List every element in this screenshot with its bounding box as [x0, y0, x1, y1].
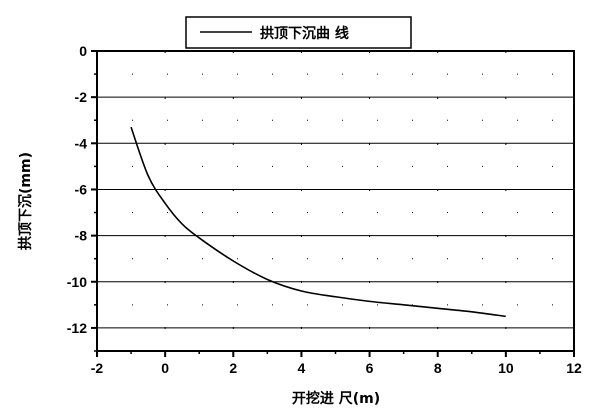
series-line-0	[130, 126, 506, 318]
x-tick-label-7: 12	[566, 360, 582, 376]
y-tick-label-5: -10	[67, 274, 87, 290]
y-tick-label-1: -2	[75, 89, 88, 105]
series-layer	[130, 126, 506, 318]
x-axis-title: 开挖进 尺(m)	[292, 390, 380, 407]
y-tick-label-0: 0	[79, 43, 87, 59]
x-tick-label-0: -2	[91, 360, 104, 376]
x-tick-label-1: 0	[161, 360, 169, 376]
y-axis-title: 拱顶下沉(mm)	[17, 152, 34, 250]
legend: 拱顶下沉曲 线	[185, 16, 412, 49]
y-tick-label-4: -8	[75, 228, 88, 244]
y-tick-label-2: -4	[75, 135, 88, 151]
x-tick-label-3: 4	[298, 360, 306, 376]
ticks-layer: -2 0 2 4 6 8 10 12 0 -2 -4 -6 -8 -10 -12	[67, 43, 582, 376]
x-tick-label-5: 8	[434, 360, 442, 376]
x-tick-label-4: 6	[366, 360, 374, 376]
plot-frame	[96, 50, 575, 352]
y-tick-label-6: -12	[67, 320, 87, 336]
legend-label: 拱顶下沉曲 线	[260, 25, 349, 42]
grid-layer	[97, 51, 574, 352]
x-tick-label-2: 2	[229, 360, 237, 376]
x-tick-label-6: 10	[498, 360, 514, 376]
y-tick-label-3: -6	[75, 181, 88, 197]
